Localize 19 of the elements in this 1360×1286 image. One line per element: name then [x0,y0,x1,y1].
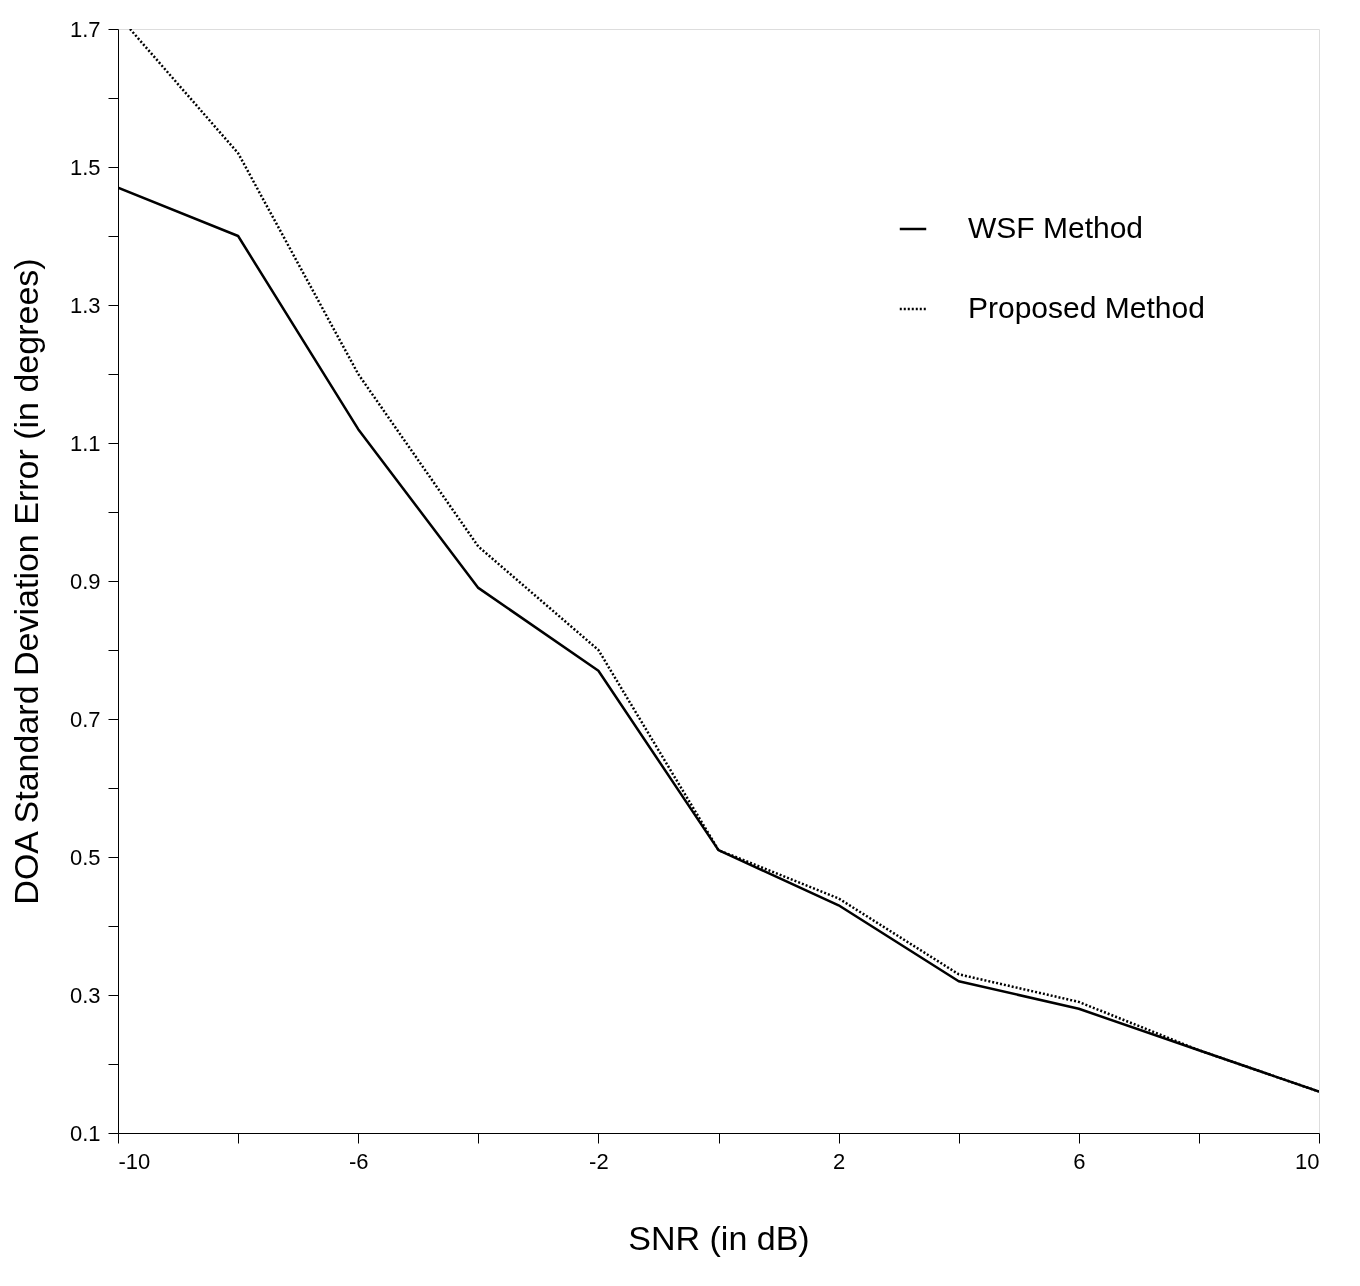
y-tick-label: 1.3 [69,292,101,318]
y-tick-label: 0.7 [69,706,101,732]
y-tick-label: 0.5 [69,844,101,870]
x-tick-label: 6 [1073,1148,1086,1174]
x-axis-title: SNR (in dB) [628,1218,810,1257]
y-tick-label: 0.9 [69,568,101,594]
y-axis-title: DOA Standard Deviation Error (in degrees) [6,258,45,905]
legend-label: Proposed Method [968,291,1205,324]
y-tick-label: 1.7 [69,16,101,42]
x-tick-label: -6 [348,1148,369,1174]
y-tick-label: 0.1 [69,1120,101,1146]
x-tick-label: -10 [118,1148,151,1174]
y-tick-label: 1.1 [69,430,101,456]
legend-label: WSF Method [968,211,1144,244]
y-tick-label: 1.5 [69,154,101,180]
y-tick-label: 0.3 [69,982,101,1008]
x-tick-label: -2 [589,1148,609,1174]
x-tick-label: 10 [1295,1148,1320,1174]
x-tick-label: 2 [832,1148,846,1174]
